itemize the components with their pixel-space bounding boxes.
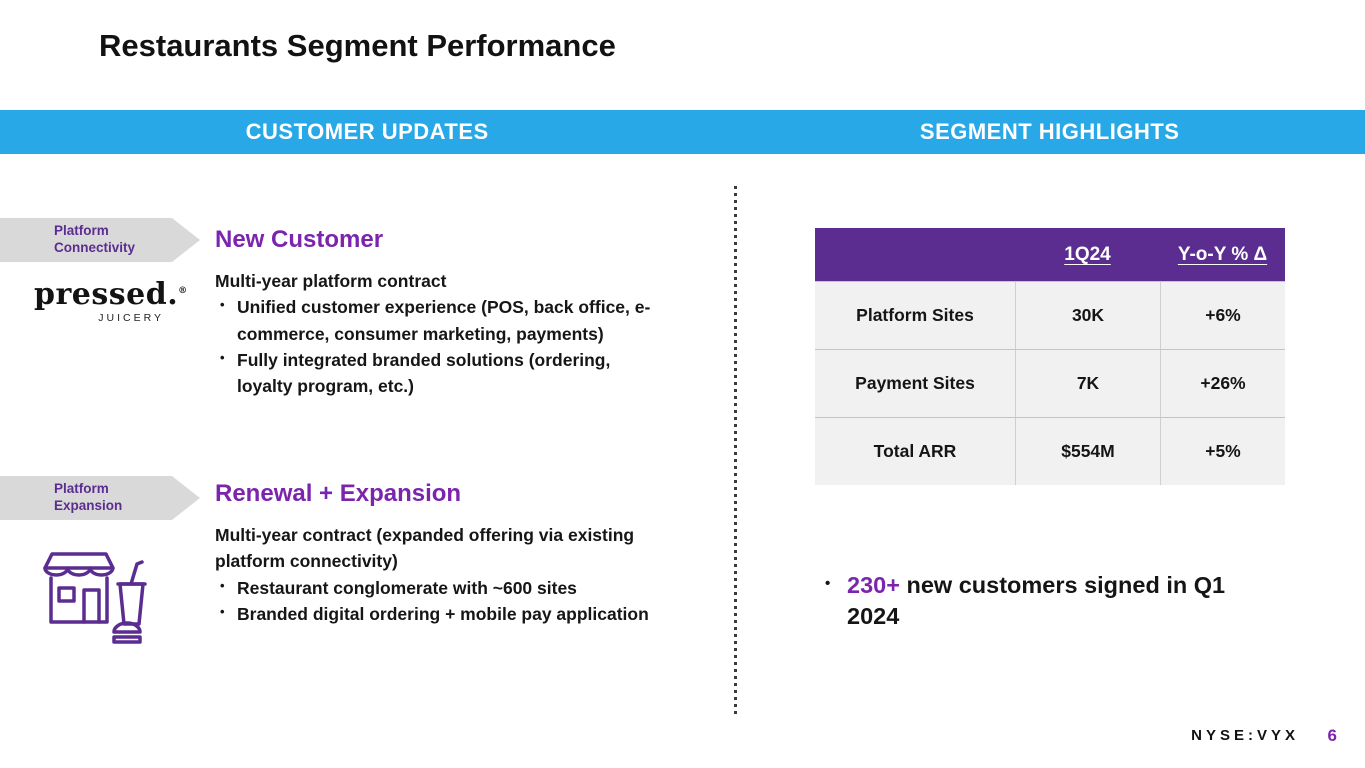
segment-metrics-table: 1Q24 Y-o-Y % Δ Platform Sites 30K +6% Pa… [815,228,1285,485]
stock-ticker: NYSE:VYX [1191,727,1299,744]
table-header-blank [815,228,1015,281]
pressed-juicery-logo: pressed.® JUICERY [34,280,187,325]
bullet-list: Restaurant conglomerate with ~600 sites … [215,575,680,628]
table-header-yoy: Y-o-Y % Δ [1160,228,1285,281]
tag-platform-expansion: Platform Expansion [0,476,200,520]
table-cell-value: 30K [1015,281,1160,349]
section-lead: Multi-year contract (expanded offering v… [215,525,635,572]
list-item: Unified customer experience (POS, back o… [215,294,665,347]
segment-highlights-header: SEGMENT HIGHLIGHTS [919,119,1180,144]
dotted-divider [734,186,737,714]
table-cell-value: 7K [1015,349,1160,417]
table-row-label: Total ARR [815,417,1015,485]
page-title: Restaurants Segment Performance [99,28,616,63]
table-row-label: Platform Sites [815,281,1015,349]
table-row-label: Payment Sites [815,349,1015,417]
pressed-wordmark: pressed.® [34,280,187,310]
tag-line: Expansion [54,498,123,513]
list-item: Fully integrated branded solutions (orde… [215,347,665,400]
list-item: Branded digital ordering + mobile pay ap… [215,601,665,627]
table-cell-yoy: +6% [1160,281,1285,349]
pressed-subtext: JUICERY [98,312,164,324]
section-renewal-expansion: Renewal + Expansion Multi-year contract … [215,480,680,627]
table-header-label: Y-o-Y % Δ [1177,243,1268,265]
section-heading: New Customer [215,226,384,253]
tag-line: Connectivity [54,240,136,255]
bullet-list: Unified customer experience (POS, back o… [215,294,680,399]
section-heading: Renewal + Expansion [215,480,462,507]
table-cell-yoy: +5% [1160,417,1285,485]
tag-platform-connectivity: Platform Connectivity [0,218,200,262]
table-cell-value: $554M [1015,417,1160,485]
new-customers-highlight: 230+ new customers signed in Q1 2024 [823,570,1283,631]
section-new-customer: New Customer Multi-year platform contrac… [215,226,680,399]
table-header-label: 1Q24 [1064,243,1111,265]
table-cell-yoy: +26% [1160,349,1285,417]
table-header-1q24: 1Q24 [1015,228,1160,281]
list-item: Restaurant conglomerate with ~600 sites [215,575,665,601]
tag-line: Platform [54,481,109,497]
page-number: 6 [1327,726,1337,745]
registered-mark: ® [178,286,188,296]
highlight-text: new customers signed in Q1 2024 [847,572,1226,629]
tag-line: Platform [54,223,109,239]
section-lead: Multi-year platform contract [215,271,447,291]
highlight-number: 230+ [847,572,900,598]
section-header-band: CUSTOMER UPDATES SEGMENT HIGHLIGHTS [0,110,1365,154]
storefront-icon [34,540,158,655]
customer-updates-header: CUSTOMER UPDATES [245,119,489,144]
pressed-name: pressed. [34,277,179,312]
